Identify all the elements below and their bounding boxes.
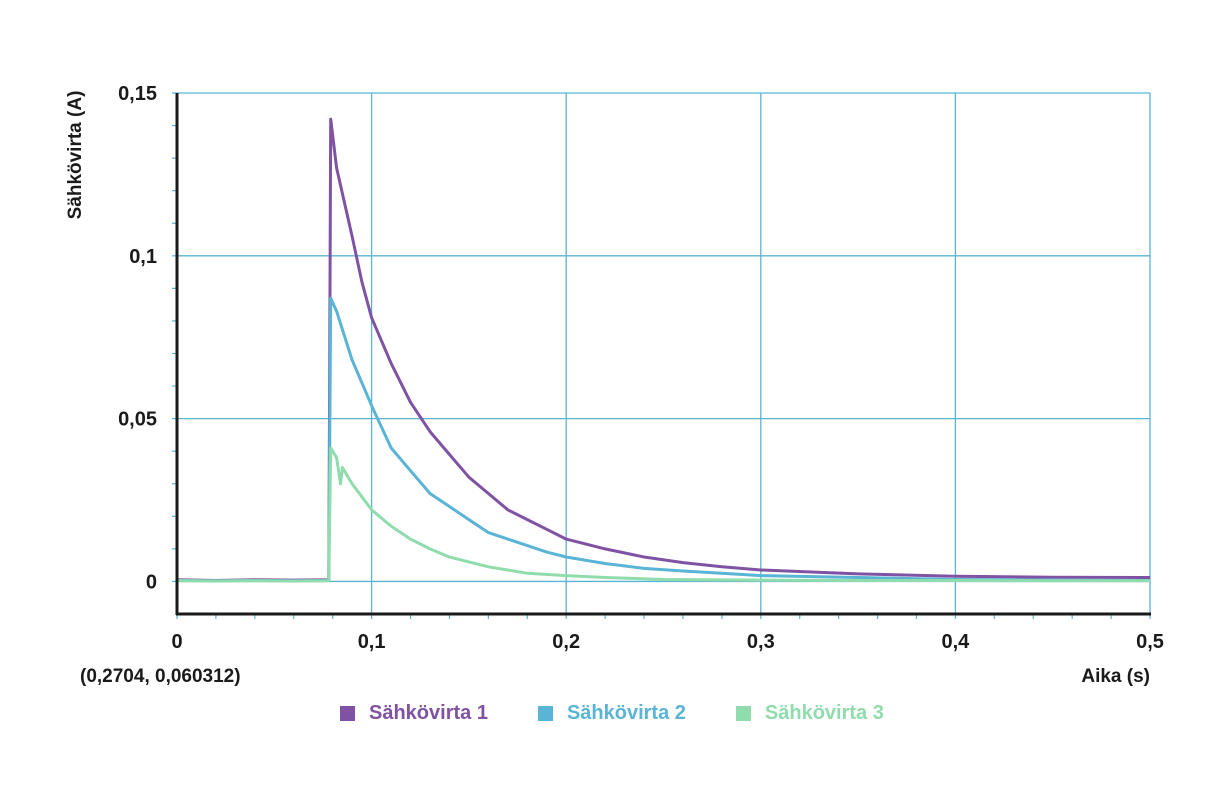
- series-line-3: [176, 446, 1150, 583]
- legend-swatch-series-3: [735, 706, 751, 721]
- x-tick-label: 0: [171, 631, 182, 653]
- legend-swatch-series-2: [537, 706, 553, 721]
- legend-item-series-2[interactable]: Sähkövirta 2: [537, 702, 686, 725]
- series-line-1: [176, 117, 1151, 582]
- x-tick-label: 0,5: [1136, 631, 1164, 653]
- x-tick-label: 0,4: [941, 631, 970, 653]
- y-axis-label: Sähkövirta (A): [65, 91, 86, 220]
- x-axis-label: Aika (s): [1081, 666, 1150, 687]
- y-tick-label: 0,15: [118, 83, 157, 105]
- legend: Sähkövirta 1 Sähkövirta 2 Sähkövirta 3: [340, 702, 884, 725]
- x-tick-label: 0,3: [747, 631, 775, 653]
- legend-item-series-3[interactable]: Sähkövirta 3: [735, 702, 884, 725]
- legend-swatch-series-1: [340, 706, 355, 721]
- y-tick-label: 0,1: [129, 246, 157, 268]
- series-group: [176, 117, 1151, 583]
- legend-label-series-2: Sähkövirta 2: [566, 702, 686, 724]
- series-line-2: [176, 296, 1151, 583]
- coordinate-readout: (0,2704, 0,060312): [80, 666, 241, 687]
- grid: [177, 92, 1151, 614]
- tick-labels: 0 0,1 0,2 0,3 0,4 0,5 0 0,05 0,1 0,15: [118, 83, 1164, 653]
- legend-item-series-1[interactable]: Sähkövirta 1: [340, 702, 488, 725]
- y-tick-label: 0,05: [118, 409, 157, 431]
- y-tick-label: 0: [146, 571, 157, 593]
- legend-label-series-3: Sähkövirta 3: [764, 702, 884, 724]
- x-tick-label: 0,1: [358, 631, 386, 653]
- axes: [172, 92, 1151, 619]
- x-tick-label: 0,2: [552, 631, 580, 653]
- legend-label-series-1: Sähkövirta 1: [369, 702, 488, 724]
